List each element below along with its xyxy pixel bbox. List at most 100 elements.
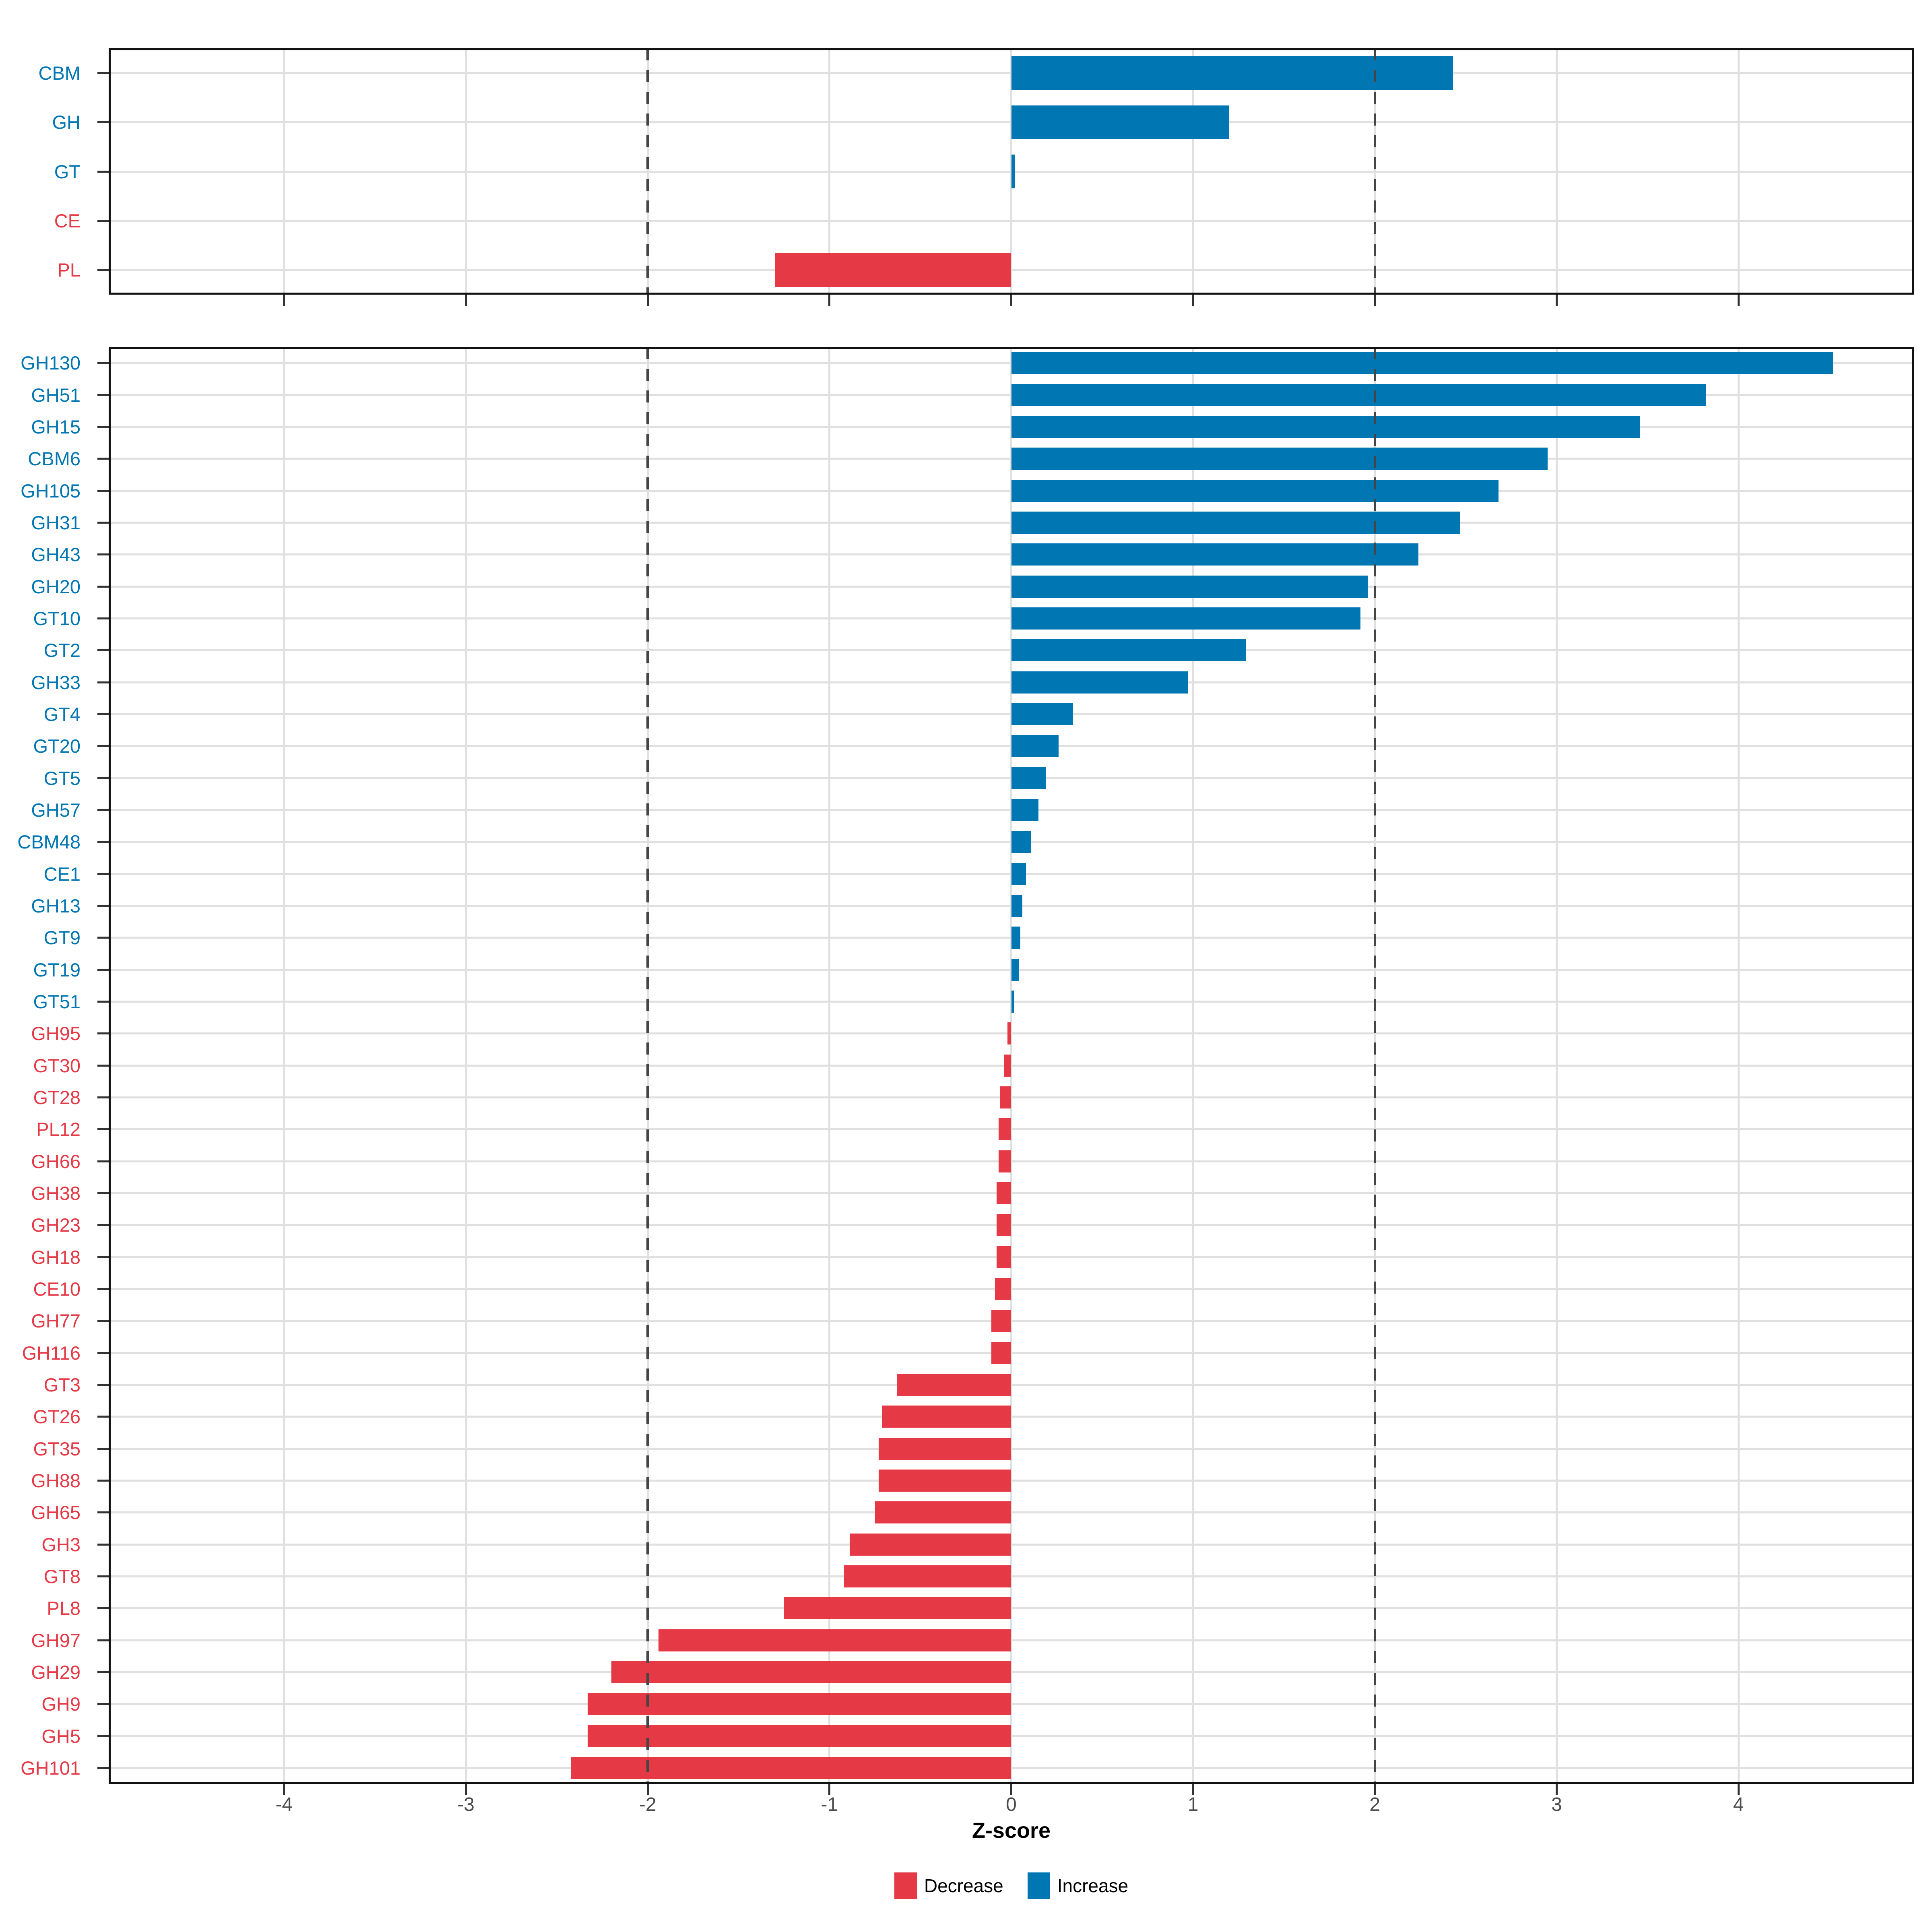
category-label: GH97 [31, 1629, 80, 1651]
bar-GH15 [1011, 415, 1641, 438]
y-axis-tick [97, 1352, 109, 1354]
category-label: GT8 [43, 1565, 80, 1587]
bar-GT3 [896, 1373, 1011, 1396]
dashed-reference-line [646, 347, 649, 1784]
bar-GH31 [1011, 511, 1461, 534]
x-axis-tick [1010, 295, 1012, 306]
y-gridline [109, 1511, 1914, 1514]
bar-GT5 [1011, 767, 1046, 789]
y-axis-tick [97, 617, 109, 619]
y-axis-tick [97, 1160, 109, 1162]
bar-GH130 [1011, 352, 1833, 374]
bar-CBM [1011, 56, 1453, 90]
bar-GT20 [1011, 735, 1059, 758]
y-axis-tick [97, 1767, 109, 1769]
bar-GT9 [1011, 927, 1021, 949]
bar-GH66 [998, 1150, 1011, 1172]
legend-label-increase: Increase [1057, 1875, 1129, 1896]
category-label: GH38 [31, 1182, 80, 1204]
bar-GH23 [997, 1214, 1011, 1236]
category-label: GT [54, 161, 80, 182]
y-axis-tick [97, 1511, 109, 1514]
y-axis-tick [97, 219, 109, 222]
bar-GH65 [875, 1501, 1011, 1524]
category-label: PL12 [36, 1119, 80, 1140]
x-axis-tick [828, 295, 831, 306]
y-gridline [109, 1671, 1914, 1673]
category-label: CE1 [43, 863, 80, 885]
y-gridline [109, 1288, 1914, 1290]
x-axis-tick [1374, 1784, 1376, 1795]
bar-GT51 [1011, 990, 1014, 1013]
y-axis-tick [97, 585, 109, 588]
y-gridline [109, 219, 1914, 222]
y-axis-tick [97, 777, 109, 779]
y-gridline [109, 1607, 1914, 1610]
bar-PL [775, 253, 1011, 287]
y-axis-tick [97, 1447, 109, 1450]
y-axis-tick [97, 873, 109, 875]
x-axis-tick [1737, 295, 1740, 306]
x-axis-tick-label: 1 [1187, 1794, 1199, 1815]
category-label: GH33 [31, 671, 80, 693]
x-axis-tick [1010, 1784, 1012, 1795]
y-gridline [109, 1383, 1914, 1386]
category-label: CBM48 [17, 831, 80, 853]
category-label: GH51 [31, 384, 80, 406]
y-axis-tick [97, 1543, 109, 1546]
y-axis-tick [97, 1320, 109, 1322]
bar-GH29 [611, 1661, 1011, 1683]
category-label: GT2 [43, 640, 80, 661]
y-axis-tick [97, 968, 109, 971]
category-label: GT3 [43, 1374, 80, 1395]
bar-GH105 [1011, 479, 1499, 502]
bar-GT8 [844, 1565, 1011, 1587]
x-axis-tick [1555, 295, 1558, 306]
bar-GT26 [882, 1406, 1011, 1428]
category-label: GH66 [31, 1150, 80, 1172]
y-axis-tick [97, 1128, 109, 1131]
bar-PL8 [784, 1597, 1011, 1620]
category-label: CBM [38, 62, 80, 84]
category-label: GH77 [31, 1310, 80, 1332]
category-label: GH31 [31, 512, 80, 533]
bar-GT [1011, 155, 1015, 188]
bar-GH97 [658, 1629, 1011, 1651]
x-axis-tick-label: 0 [1006, 1794, 1017, 1815]
category-label: CE [54, 210, 80, 231]
y-gridline [109, 1064, 1914, 1067]
y-axis-tick [97, 1224, 109, 1226]
x-axis-tick [283, 1784, 285, 1795]
bar-GT19 [1011, 958, 1019, 981]
legend-item-decrease: Decrease [894, 1872, 1003, 1899]
legend-label-decrease: Decrease [924, 1875, 1003, 1896]
category-label: GH130 [21, 352, 80, 374]
x-axis-tick [1374, 295, 1376, 306]
category-label: GH88 [31, 1470, 80, 1491]
dashed-reference-line [1373, 347, 1376, 1784]
y-axis-tick [97, 1639, 109, 1641]
y-gridline [109, 1735, 1914, 1737]
decrease-swatch [894, 1872, 917, 1899]
x-axis-tick [465, 1784, 467, 1795]
y-axis-tick [97, 425, 109, 428]
category-label: GH43 [31, 544, 80, 566]
y-axis-tick [97, 809, 109, 811]
y-axis-tick [97, 489, 109, 492]
bar-GH57 [1011, 799, 1039, 821]
x-axis-tick-label: 3 [1551, 1794, 1562, 1815]
bar-GH3 [849, 1533, 1011, 1556]
y-axis-tick [97, 745, 109, 747]
y-axis-tick [97, 1479, 109, 1482]
bar-CBM48 [1011, 831, 1032, 853]
category-label: GT5 [43, 767, 80, 789]
y-axis-tick [97, 1256, 109, 1258]
y-axis-tick [97, 72, 109, 74]
x-axis-tick [646, 1784, 649, 1795]
x-axis-tick [828, 1784, 831, 1795]
y-gridline [109, 269, 1914, 271]
x-axis-tick [646, 295, 649, 306]
category-label: GH9 [41, 1693, 80, 1715]
bar-GH20 [1011, 575, 1368, 598]
bar-GH101 [571, 1757, 1011, 1779]
